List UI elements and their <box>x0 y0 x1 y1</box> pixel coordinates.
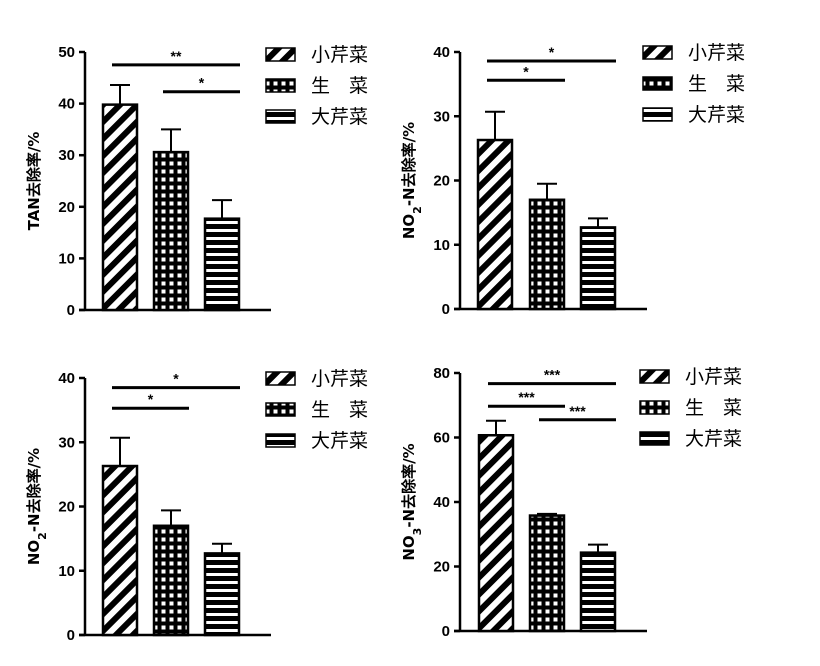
y-tick-label: 20 <box>433 559 450 576</box>
y-tick-label: 30 <box>433 108 450 125</box>
legend-swatch-2 <box>265 402 296 417</box>
y-tick-label: 10 <box>58 563 75 580</box>
legend-label: 小芹菜 <box>688 42 745 64</box>
y-tick-label: 40 <box>433 494 450 511</box>
legend-label: 小芹菜 <box>311 368 368 390</box>
y-axis-label: TAN去除率/% <box>25 132 43 231</box>
y-tick-label: 20 <box>58 199 75 216</box>
y-tick-label: 20 <box>433 173 450 190</box>
legend-label: 大芹菜 <box>688 104 745 126</box>
y-tick-label: 0 <box>442 623 450 640</box>
bar-3 <box>579 226 617 311</box>
legend-swatch-3 <box>639 431 670 446</box>
legend-swatch-2 <box>639 400 670 415</box>
legend-swatch-3 <box>642 107 673 122</box>
y-tick-label: 0 <box>67 302 75 319</box>
bar-2 <box>528 198 566 311</box>
significance-label: *** <box>569 403 586 419</box>
bar-2 <box>528 514 566 633</box>
y-tick-label: 40 <box>58 370 75 387</box>
significance-label: * <box>523 63 529 79</box>
bar-3 <box>579 551 617 633</box>
y-tick-label: 0 <box>67 627 75 644</box>
legend-swatch-2 <box>642 76 673 91</box>
bar-1 <box>477 433 515 633</box>
legend-swatch-1 <box>265 47 296 62</box>
y-tick-label: 50 <box>58 44 75 61</box>
legend-label: 生 菜 <box>685 397 742 419</box>
bar-3 <box>203 217 241 312</box>
significance-label: ** <box>171 48 182 64</box>
legend-label: 生 菜 <box>688 73 745 95</box>
significance-label: * <box>148 391 154 407</box>
legend-label: 小芹菜 <box>311 44 368 66</box>
y-axis-label: NO2-N去除率/% <box>400 122 424 239</box>
significance-label: *** <box>544 367 561 383</box>
y-tick-label: 30 <box>58 434 75 451</box>
y-tick-label: 40 <box>433 44 450 61</box>
y-tick-label: 30 <box>58 147 75 164</box>
legend-label: 小芹菜 <box>685 366 742 388</box>
legend-label: 生 菜 <box>311 399 368 421</box>
legend-label: 生 菜 <box>311 75 368 97</box>
significance-label: * <box>199 75 205 91</box>
legend-label: 大芹菜 <box>311 430 368 452</box>
y-tick-label: 40 <box>58 96 75 113</box>
bar-1 <box>476 138 514 311</box>
legend-swatch-2 <box>265 78 296 93</box>
legend-swatch-1 <box>639 369 670 384</box>
y-tick-label: 0 <box>442 301 450 318</box>
y-tick-label: 20 <box>58 499 75 516</box>
y-tick-label: 60 <box>433 430 450 447</box>
legend-swatch-3 <box>265 109 296 124</box>
y-tick-label: 80 <box>433 365 450 382</box>
legend-swatch-1 <box>265 371 296 386</box>
significance-label: * <box>549 44 555 60</box>
legend-label: 大芹菜 <box>685 428 742 450</box>
legend-label: 大芹菜 <box>311 106 368 128</box>
y-tick-label: 10 <box>433 237 450 254</box>
significance-label: * <box>173 371 179 387</box>
bar-2 <box>152 524 190 637</box>
bar-2 <box>152 150 190 312</box>
bar-1 <box>101 464 139 637</box>
y-axis-label: NO3-N去除率/% <box>400 443 424 560</box>
bar-1 <box>101 103 139 312</box>
bar-3 <box>203 552 241 637</box>
significance-label: *** <box>518 389 535 405</box>
legend-swatch-1 <box>642 45 673 60</box>
y-tick-label: 10 <box>58 250 75 267</box>
y-axis-label: NO2-N去除率/% <box>25 448 49 565</box>
legend-swatch-3 <box>265 433 296 448</box>
